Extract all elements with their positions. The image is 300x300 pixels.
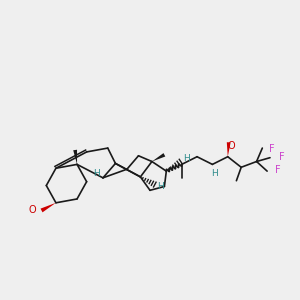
- Text: H: H: [93, 169, 100, 178]
- Text: F: F: [275, 165, 280, 175]
- Text: O: O: [228, 141, 236, 151]
- Text: H: H: [183, 154, 190, 163]
- Polygon shape: [40, 203, 56, 212]
- Text: F: F: [279, 152, 284, 162]
- Text: H: H: [211, 169, 218, 178]
- Polygon shape: [152, 153, 165, 161]
- Polygon shape: [73, 150, 77, 164]
- Polygon shape: [227, 142, 231, 157]
- Text: O: O: [28, 205, 36, 214]
- Text: F: F: [269, 144, 275, 154]
- Text: H: H: [157, 182, 164, 191]
